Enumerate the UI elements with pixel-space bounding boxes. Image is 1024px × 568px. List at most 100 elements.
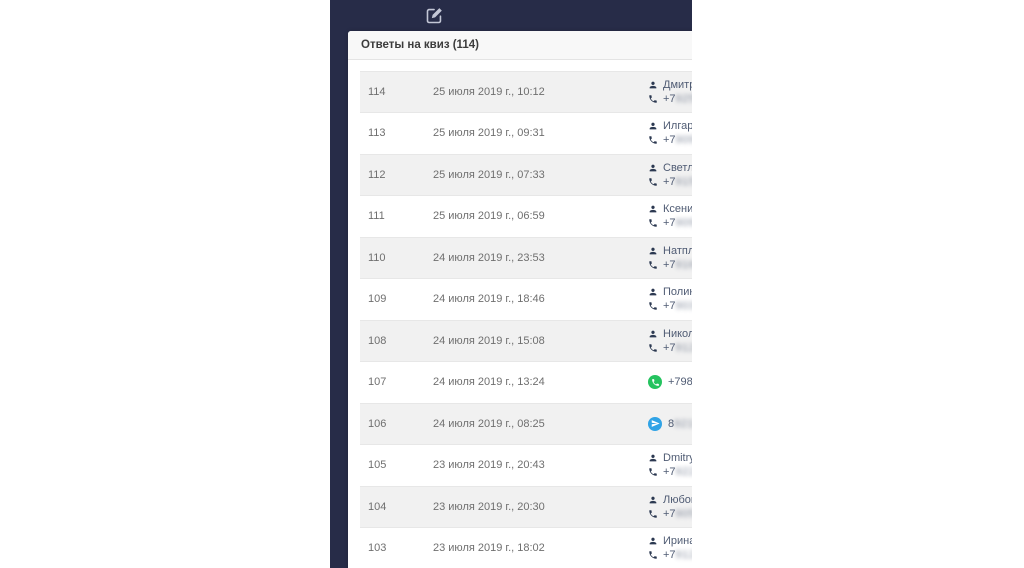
contact-name-line: Дмитрий <box>648 78 692 92</box>
person-icon <box>648 453 658 463</box>
phone-redacted-digits: 9057717 <box>675 507 692 520</box>
phone-icon <box>648 135 658 145</box>
response-datetime: 24 июля 2019 г., 23:53 <box>433 251 545 264</box>
phone-number: +7 <box>663 217 676 230</box>
edit-pen-square-icon[interactable] <box>426 7 443 24</box>
phone-redacted-digits: 9121314 <box>675 341 692 354</box>
response-contact: Dmitry +79221019 <box>648 451 692 479</box>
quiz-response-row[interactable]: 103 23 июля 2019 г., 18:02 Ирина С +7912… <box>360 528 692 568</box>
telegram-icon <box>648 416 662 431</box>
app-viewport: Ответы на квиз (114) 114 25 июля 2019 г.… <box>330 0 692 568</box>
response-datetime: 25 июля 2019 г., 06:59 <box>433 210 545 223</box>
phone-number: +7 <box>663 300 676 313</box>
response-contact: Дмитрий +79251787 <box>648 78 692 106</box>
response-contact: Натплья +79161123 <box>648 244 692 272</box>
response-number: 110 <box>368 251 386 264</box>
phone-redacted-digits: 9031112 <box>675 300 692 313</box>
phone-redacted-digits: 9251787 <box>675 92 692 105</box>
response-number: 104 <box>368 500 387 513</box>
phone-icon <box>648 301 658 311</box>
contact-name: Dmitry <box>663 452 692 465</box>
contact-name-line: Николай <box>648 327 692 341</box>
quiz-response-row[interactable]: 109 24 июля 2019 г., 18:46 Полина +79031… <box>360 279 692 321</box>
phone-number: +7 <box>663 92 676 105</box>
response-datetime: 25 июля 2019 г., 09:31 <box>433 127 545 140</box>
quiz-response-row[interactable]: 111 25 июля 2019 г., 06:59 Ксения +79092… <box>360 196 692 238</box>
response-contact: Ирина С +79121215 <box>648 534 692 562</box>
contact-name-line: Светлана <box>648 161 692 175</box>
top-navbar <box>330 0 692 31</box>
quiz-response-row[interactable]: 112 25 июля 2019 г., 07:33 Светлана +791… <box>360 154 692 196</box>
response-number: 105 <box>368 459 387 472</box>
contact-name: Дмитрий <box>663 78 692 91</box>
response-contact: 89215554 <box>648 416 692 431</box>
response-datetime: 23 июля 2019 г., 20:30 <box>433 500 545 513</box>
phone-redacted-digits: 9092671 <box>675 217 692 230</box>
response-number: 114 <box>368 85 386 98</box>
response-contact: Любовь +79057717 <box>648 493 692 521</box>
contact-messenger-line: +79812345 <box>648 375 692 390</box>
response-contact: +79812345 <box>648 375 692 390</box>
response-datetime: 25 июля 2019 г., 07:33 <box>433 168 545 181</box>
response-number: 109 <box>368 293 387 306</box>
contact-name: Светлана <box>663 161 692 174</box>
quiz-response-row[interactable]: 110 24 июля 2019 г., 23:53 Натплья +7916… <box>360 237 692 279</box>
contact-name-line: Dmitry <box>648 451 692 465</box>
phone-redacted-digits: 9221019 <box>675 466 692 479</box>
phone-icon <box>648 177 658 187</box>
contact-name: Николай <box>663 327 692 340</box>
phone-number: +7 <box>663 134 676 147</box>
quiz-response-row[interactable]: 114 25 июля 2019 г., 10:12 Дмитрий +7925… <box>360 71 692 113</box>
response-contact: Илгар +79091741 <box>648 119 692 147</box>
quiz-answers-card: Ответы на квиз (114) 114 25 июля 2019 г.… <box>348 31 692 568</box>
response-number: 103 <box>368 542 387 555</box>
response-datetime: 23 июля 2019 г., 20:43 <box>433 459 545 472</box>
phone-icon <box>648 218 658 228</box>
response-number: 107 <box>368 376 387 389</box>
response-contact: Николай +79121314 <box>648 327 692 355</box>
person-icon <box>648 329 658 339</box>
person-icon <box>648 163 658 173</box>
card-title: Ответы на квиз (114) <box>348 31 692 60</box>
contact-phone-line: +79121314 <box>648 341 692 355</box>
phone-number: +7 <box>663 341 676 354</box>
contact-name: Натплья <box>663 244 692 257</box>
response-number: 112 <box>368 168 386 181</box>
phone-icon <box>648 467 658 477</box>
quiz-response-row[interactable]: 107 24 июля 2019 г., 13:24 +79812345 <box>360 362 692 404</box>
person-icon <box>648 204 658 214</box>
phone-redacted-digits: 9121215 <box>675 549 692 562</box>
person-icon <box>648 246 658 256</box>
contact-name-line: Любовь <box>648 493 692 507</box>
phone-redacted-digits: 9151124 <box>675 175 692 188</box>
person-icon <box>648 536 658 546</box>
phone-number: +7 <box>663 549 676 562</box>
response-number: 113 <box>368 127 386 140</box>
contact-name-line: Ирина С <box>648 534 692 548</box>
contact-name: Ирина С <box>663 535 692 548</box>
phone-icon <box>648 550 658 560</box>
quiz-response-row[interactable]: 105 23 июля 2019 г., 20:43 Dmitry +79221… <box>360 445 692 487</box>
contact-name: Илгар <box>663 120 692 133</box>
whatsapp-icon <box>648 375 662 390</box>
contact-phone-line: +79161123 <box>648 258 692 272</box>
quiz-response-row[interactable]: 106 24 июля 2019 г., 08:25 89215554 <box>360 403 692 445</box>
response-contact: Ксения +79092671 <box>648 202 692 230</box>
phone-number: +7 <box>663 507 676 520</box>
phone-redacted-digits: 9091741 <box>675 134 692 147</box>
quiz-response-row[interactable]: 108 24 июля 2019 г., 15:08 Николай +7912… <box>360 320 692 362</box>
response-number: 106 <box>368 417 387 430</box>
person-icon <box>648 495 658 505</box>
quiz-response-row[interactable]: 104 23 июля 2019 г., 20:30 Любовь +79057… <box>360 486 692 528</box>
phone-icon <box>648 260 658 270</box>
contact-phone-line: +79091741 <box>648 133 692 147</box>
phone-icon <box>648 343 658 353</box>
contact-phone-line: +79031112 <box>648 299 692 313</box>
quiz-response-row[interactable]: 113 25 июля 2019 г., 09:31 Илгар +790917… <box>360 113 692 155</box>
phone-number: +7 <box>663 466 676 479</box>
person-icon <box>648 121 658 131</box>
contact-phone-line: +79221019 <box>648 465 692 479</box>
response-datetime: 24 июля 2019 г., 18:46 <box>433 293 545 306</box>
contact-name-line: Илгар <box>648 119 692 133</box>
contact-messenger-line: 89215554 <box>648 416 692 431</box>
